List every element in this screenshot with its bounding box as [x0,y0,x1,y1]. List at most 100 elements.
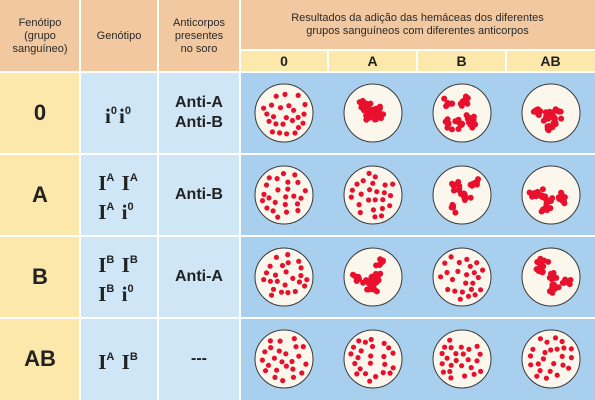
red-blood-cell [471,371,477,377]
allele-sup: 0 [124,104,131,117]
red-blood-cell [478,287,484,293]
red-blood-cell [295,114,301,120]
red-blood-cell [453,357,459,364]
red-blood-cell [551,361,557,367]
header-phenotype-label: Fenótipo (grupo sanguíneo) [12,16,68,55]
red-blood-cell [362,371,369,377]
red-blood-cell [376,105,383,112]
red-blood-cell [274,367,280,373]
red-blood-cell [380,370,386,376]
red-blood-cell [568,346,574,352]
red-blood-cell [276,348,282,354]
red-blood-cell [474,358,480,364]
allele-base: I [98,171,107,195]
red-blood-cell [356,338,362,344]
red-blood-cell [302,283,308,289]
red-blood-cell [463,99,470,106]
red-blood-cell [463,112,470,119]
red-blood-cell [448,375,454,381]
red-blood-cell [264,205,270,211]
red-blood-cell [358,191,364,197]
grid-line [0,153,595,155]
red-blood-cell [560,198,567,205]
red-blood-cell [438,274,444,280]
red-blood-cell [367,360,373,366]
red-blood-cell [468,115,475,122]
red-blood-cell [269,129,275,135]
red-blood-cell [290,374,297,380]
red-blood-cell [271,355,277,361]
red-blood-cell [302,188,308,194]
red-blood-cell [280,171,287,177]
red-blood-cell [355,355,361,361]
red-blood-cell [259,357,265,363]
red-blood-cell [439,361,445,367]
red-blood-cell [291,336,297,342]
red-blood-cell [366,197,372,203]
red-blood-cell [275,187,281,193]
red-blood-cell [264,111,270,117]
red-blood-cell [472,121,479,128]
red-blood-cell [368,353,374,359]
grid-line [0,317,595,319]
red-blood-cell [272,199,278,205]
red-blood-cell [296,353,302,359]
phenotype-label: A [32,182,48,207]
red-blood-cell [554,372,560,378]
red-blood-cell [370,180,376,186]
red-blood-cell [267,263,273,269]
red-blood-cell [275,214,281,220]
dish-agglutination [343,83,403,143]
red-blood-cell [382,361,388,367]
red-blood-cell [372,214,378,220]
red-blood-cell [366,170,372,176]
phenotype-cell: A [0,154,80,236]
allele-sup: B [106,283,115,295]
red-blood-cell [369,343,376,350]
grid-line [505,50,507,72]
phenotype-label: AB [24,346,56,371]
dish-plate [521,165,581,225]
red-blood-cell [282,201,288,208]
genotype-line: IB i0 [98,277,135,306]
red-blood-cell [285,260,291,266]
phenotype-cell: AB [0,318,80,400]
antibody-label: Anti-B [175,186,223,203]
red-blood-cell [373,114,380,121]
red-blood-cell [445,286,451,293]
red-blood-cell [294,201,301,207]
red-blood-cell [378,115,384,122]
red-blood-cell [304,277,310,283]
red-blood-cell [270,286,277,292]
red-blood-cell [560,362,566,368]
red-blood-cell [368,336,374,343]
red-blood-cell [464,256,470,262]
red-blood-cell [478,368,484,374]
dish-no-agglutination [254,247,314,307]
red-blood-cell [353,273,360,280]
phenotype-cell: B [0,236,80,318]
red-blood-cell [546,288,553,295]
red-blood-cell [300,344,306,350]
red-blood-cell [283,209,290,215]
red-blood-cell [350,344,357,350]
red-blood-cell [535,361,541,367]
allele-base: I [121,171,130,195]
red-blood-cell [453,351,459,357]
red-blood-cell [295,92,301,98]
dish-plate [343,165,403,225]
phenotype-label: B [32,264,48,289]
red-blood-cell [267,338,273,344]
red-blood-cell [274,278,280,284]
antibody-label: Anti-A [175,94,223,111]
red-blood-cell [528,362,534,368]
header-genotype-label: Genótipo [96,29,142,42]
red-blood-cell [447,368,453,375]
red-blood-cell [441,95,448,102]
red-blood-cell [278,289,285,295]
red-blood-cell [530,346,536,352]
red-blood-cell [477,351,483,357]
red-blood-cell [471,270,477,276]
red-blood-cell [465,357,471,363]
